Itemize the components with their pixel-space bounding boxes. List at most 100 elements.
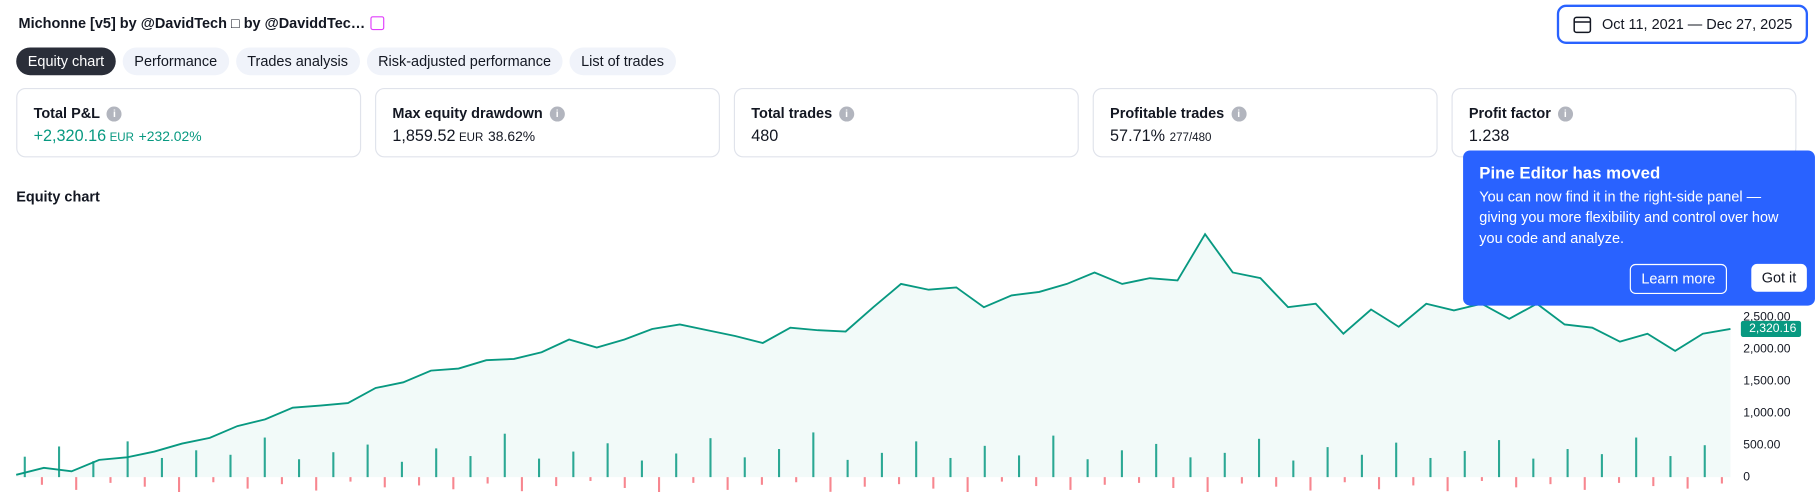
trade-bar: [1240, 477, 1243, 484]
tab[interactable]: Performance: [122, 47, 229, 76]
trade-bar: [1549, 477, 1552, 485]
strategy-title: Michonne [v5] by @DavidTech □ by @Davidd…: [18, 15, 366, 32]
trade-bar: [1446, 477, 1449, 492]
trade-bar: [675, 453, 678, 478]
trade-bar: [23, 456, 26, 478]
trade-bar: [75, 477, 78, 490]
equity-line: [15, 232, 1731, 476]
tab[interactable]: Equity chart: [16, 47, 116, 76]
trade-bar: [1617, 477, 1621, 483]
trade-bar: [1189, 457, 1192, 478]
trade-bar: [1138, 477, 1141, 483]
trade-bar: [1257, 438, 1261, 478]
trade-bar: [1206, 477, 1209, 492]
trade-bar: [863, 477, 866, 487]
trade-bar: [178, 477, 181, 492]
trade-bar: [332, 452, 335, 478]
trade-bar: [452, 477, 455, 490]
trade-bar: [1703, 445, 1706, 478]
metric-value-row: 480: [751, 126, 1061, 145]
metric-label: Max equity drawdown: [392, 105, 543, 122]
trade-bar: [1395, 442, 1398, 478]
date-range-button[interactable]: Oct 11, 2021 — Dec 27, 2025: [1556, 4, 1809, 44]
trade-bar: [1000, 477, 1003, 482]
metric-value-row: 1.238: [1469, 126, 1779, 145]
trade-bar: [1566, 449, 1569, 478]
trade-bar: [435, 448, 438, 478]
tab[interactable]: Risk-adjusted performance: [366, 47, 563, 76]
metric-value: 1.238: [1468, 126, 1510, 145]
metric-label-row: Max equity drawdown i: [392, 105, 702, 122]
icon: [370, 16, 385, 31]
trade-bar: [1223, 452, 1226, 478]
trade-bar: [1052, 435, 1055, 478]
trade-bar: [1155, 443, 1158, 478]
metric-label-row: Total trades i: [751, 105, 1061, 122]
got-it-button[interactable]: Got it: [1751, 263, 1807, 292]
learn-more-button[interactable]: Learn more: [1629, 263, 1727, 295]
metric-extra: +232.02%: [138, 128, 202, 145]
trade-bar: [829, 477, 832, 492]
trade-bar: [692, 477, 695, 483]
metric-label: Total P&L: [33, 105, 101, 122]
trade-bar: [246, 477, 249, 489]
trade-bar: [795, 477, 798, 483]
metric-card: Profitable trades i 57.71% 277/480: [1092, 87, 1438, 158]
trade-bar: [263, 437, 266, 478]
trade-bar: [109, 477, 112, 483]
info-icon: i: [106, 105, 123, 121]
info-icon: i: [1557, 105, 1573, 121]
trade-bar: [1652, 477, 1655, 487]
tab[interactable]: Trades analysis: [235, 47, 360, 76]
trade-bar: [400, 461, 403, 478]
trade-bar: [589, 477, 592, 481]
trade-bar: [126, 441, 129, 478]
trade-bar: [966, 477, 969, 492]
trade-bar: [1600, 454, 1603, 478]
trade-bar: [1309, 477, 1312, 491]
trade-bar: [229, 454, 232, 478]
tab[interactable]: List of trades: [569, 47, 676, 76]
metric-value-row: 57.71% 277/480: [1110, 126, 1420, 145]
metric-label-row: Profit factor i: [1469, 105, 1779, 122]
metric-label: Total trades: [751, 105, 833, 122]
trade-bar: [1377, 477, 1381, 490]
popup: Pine Editor has moved You can now find i…: [1463, 150, 1815, 306]
trade-bar: [1412, 477, 1415, 486]
trade-bar: [658, 477, 661, 492]
metric-value: 1,859.52: [392, 126, 456, 145]
metric-card: Total P&L i +2,320.16 EUR +232.02%: [16, 87, 362, 158]
trade-bar: [469, 456, 472, 478]
trade-bar: [92, 461, 95, 478]
trade-bar: [40, 477, 43, 485]
metric-label-row: Profitable trades i: [1110, 105, 1420, 122]
trade-bar: [1532, 458, 1535, 478]
tab-bar: Equity chart Performance Trades analysis Ri…: [16, 47, 676, 76]
trade-bar: [1360, 454, 1363, 478]
trade-bar: [915, 441, 918, 478]
metric-card: Profit factor i 1.238: [1451, 87, 1797, 158]
trade-bar: [1343, 477, 1346, 483]
trade-bar: [812, 432, 815, 478]
trade-bar: [778, 449, 781, 478]
trade-bar: [143, 477, 146, 487]
metric-value-row: 1,859.52 EUR 38.62%: [392, 126, 702, 145]
trade-bar: [280, 477, 283, 485]
trade-bar: [880, 452, 883, 478]
trade-bar: [640, 460, 643, 478]
trade-bar: [743, 457, 746, 478]
trade-bar: [1635, 437, 1638, 478]
trade-bar: [898, 477, 901, 485]
trade-bar: [520, 477, 523, 492]
trade-bar: [709, 438, 712, 478]
trade-bar: [1103, 477, 1106, 485]
info-icon: i: [839, 105, 855, 121]
trade-bar: [1018, 455, 1021, 478]
trade-bar: [1429, 457, 1432, 478]
trade-bar: [726, 477, 729, 490]
metric-card: Total trades i 480: [733, 87, 1079, 158]
trade-bar: [1275, 477, 1278, 487]
info-icon: i: [549, 105, 565, 121]
metric-extra: 38.62%: [488, 128, 536, 145]
